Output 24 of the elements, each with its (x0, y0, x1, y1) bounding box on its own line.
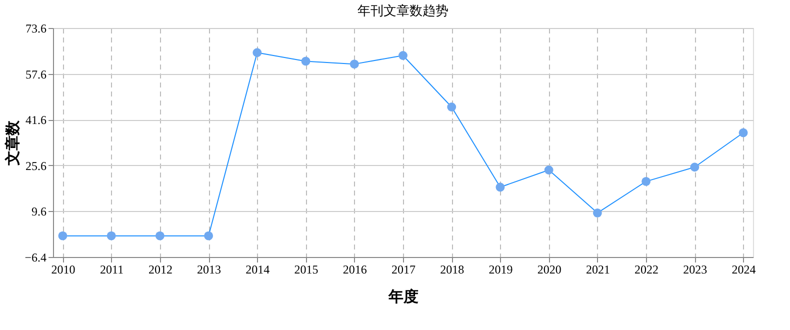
x-tick-label: 2014 (246, 262, 270, 276)
x-tick-label: 2015 (294, 262, 318, 276)
x-tick-label: 2018 (440, 262, 464, 276)
x-tick-label: 2019 (488, 262, 513, 276)
x-tick-label: 2012 (148, 262, 172, 276)
x-tick-label: 2023 (683, 262, 708, 276)
x-tick-label: 2022 (634, 262, 659, 276)
y-tick-label: 41.6 (26, 113, 46, 128)
x-tick-label: 2020 (537, 262, 562, 276)
y-tick-label: 9.6 (32, 204, 46, 219)
x-tick-label: 2010 (51, 262, 76, 276)
x-tick-label: 2013 (197, 262, 222, 276)
x-tick-label: 2021 (586, 262, 610, 276)
x-tick-label: 2024 (732, 262, 756, 276)
y-axis-title: 文章数 (4, 120, 22, 166)
y-tick-label: 57.6 (26, 67, 46, 82)
x-tick-label: 2017 (392, 262, 416, 276)
y-tick-label: −6.4 (24, 250, 46, 264)
x-tick-label: 2011 (100, 262, 124, 276)
chart-title: 年刊文章数趋势 (358, 3, 448, 18)
x-tick-label: 2016 (342, 262, 367, 276)
x-axis-title: 年度 (388, 288, 418, 306)
y-tick-label: 25.6 (26, 158, 46, 173)
y-tick-label: 73.6 (26, 22, 46, 36)
